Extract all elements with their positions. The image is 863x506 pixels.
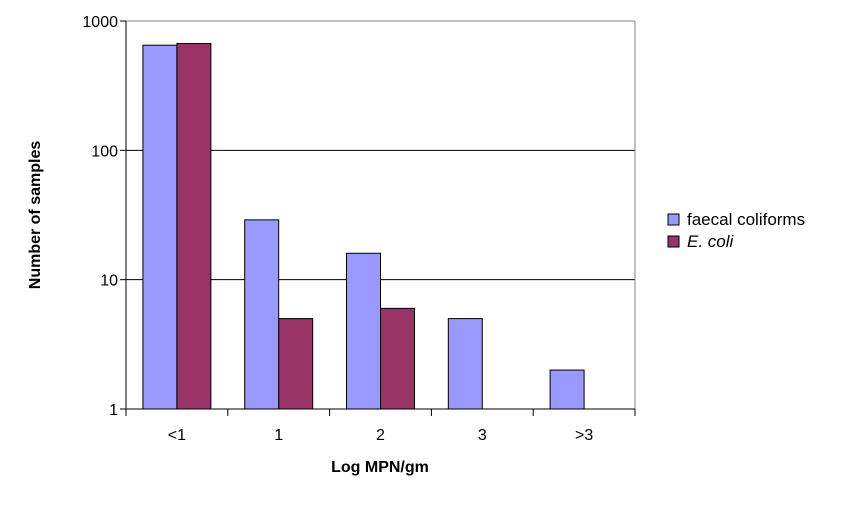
bars [142,42,585,410]
axes [125,20,636,410]
bar-e-coli [176,42,212,410]
bar-e-coli [380,307,415,410]
bar-faecal-coliforms [244,219,280,410]
bar-e-coli [278,318,314,410]
x-tick-label: 1 [274,427,283,444]
y-tick-label: 1000 [82,14,118,31]
y-tick-label: 10 [100,273,118,290]
legend-label: faecal coliforms [687,210,805,229]
y-ticks: 1 10 100 1000 [82,14,126,419]
x-ticks: <1 1 2 3 >3 [125,409,636,444]
legend-swatch [667,235,680,248]
y-tick-label: 1 [109,402,118,419]
bar-faecal-coliforms [346,252,381,410]
legend-label: E. coli [687,232,735,251]
y-tick-label: 100 [91,143,118,160]
x-axis-title: Log MPN/gm [331,459,429,476]
x-tick-label: >3 [575,427,593,444]
x-tick-label: 3 [478,427,487,444]
bar-faecal-coliforms [142,44,178,410]
y-axis-title: Number of samples [27,141,44,290]
bar-faecal-coliforms [549,369,585,410]
x-tick-label: 2 [376,427,385,444]
legend: faecal coliforms E. coli [667,210,805,251]
bar-faecal-coliforms [447,318,483,410]
x-tick-label: <1 [168,427,186,444]
legend-swatch [667,213,680,226]
